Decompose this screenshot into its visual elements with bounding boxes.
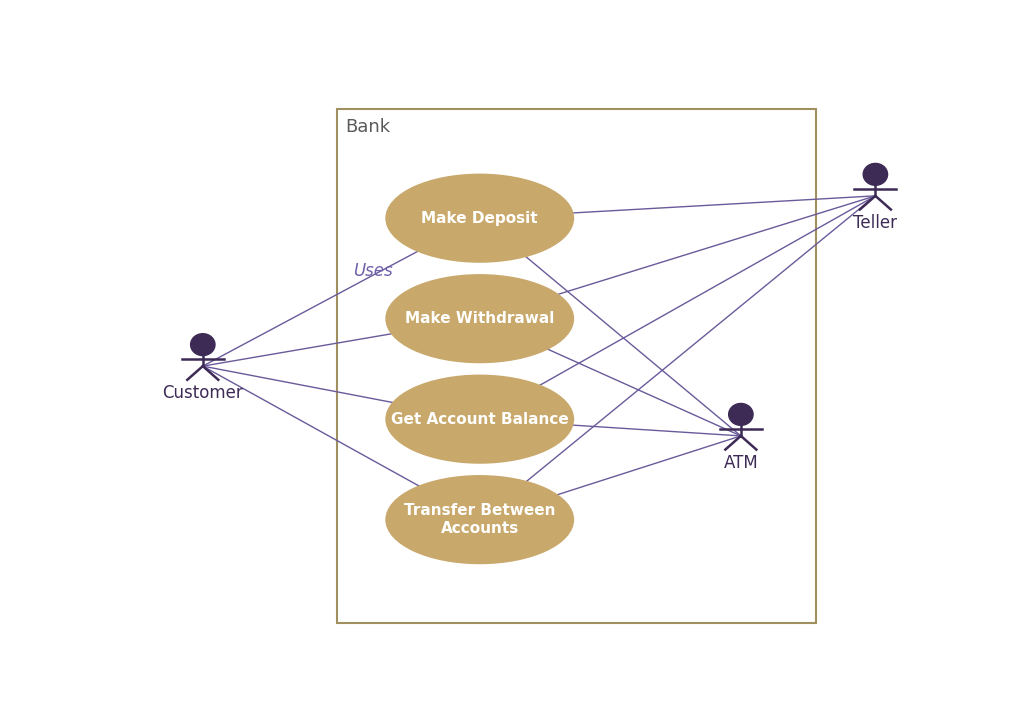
Text: ATM: ATM	[724, 455, 759, 472]
Ellipse shape	[386, 476, 573, 563]
Text: Make Withdrawal: Make Withdrawal	[405, 311, 554, 326]
Ellipse shape	[386, 175, 573, 262]
Ellipse shape	[191, 334, 215, 355]
Bar	[337, 109, 816, 623]
Ellipse shape	[729, 404, 753, 426]
Text: Teller: Teller	[854, 214, 897, 232]
Text: Bank: Bank	[345, 117, 390, 136]
Text: Uses: Uses	[353, 262, 393, 281]
Text: Transfer Between
Accounts: Transfer Between Accounts	[404, 503, 555, 536]
Text: Customer: Customer	[162, 384, 243, 402]
Text: Get Account Balance: Get Account Balance	[391, 412, 569, 426]
Ellipse shape	[386, 275, 573, 362]
Text: Make Deposit: Make Deposit	[422, 211, 538, 225]
Ellipse shape	[386, 376, 573, 463]
Ellipse shape	[863, 163, 887, 186]
